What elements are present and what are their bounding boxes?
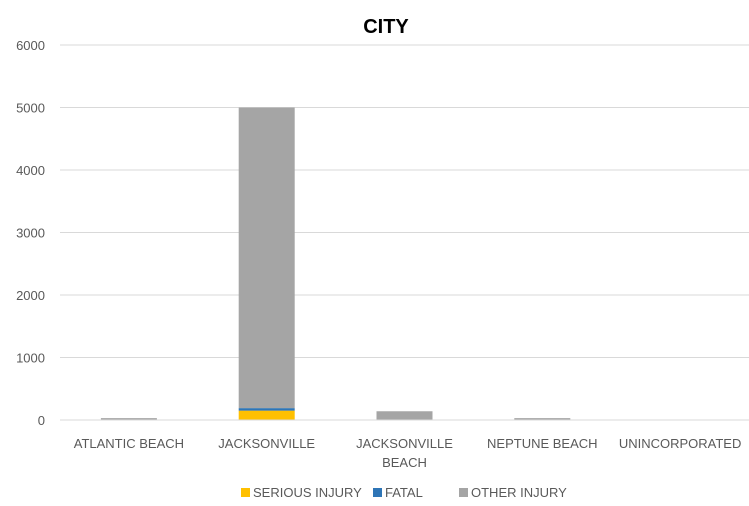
legend: SERIOUS INJURY FATAL OTHER INJURY — [241, 485, 567, 500]
x-tick-label: JACKSONVILLE — [218, 436, 315, 451]
legend-item-fatal: FATAL — [373, 485, 423, 500]
y-tick-label: 1000 — [16, 351, 45, 366]
y-tick-label: 0 — [38, 413, 45, 428]
y-tick-label: 2000 — [16, 288, 45, 303]
legend-item-serious-injury: SERIOUS INJURY — [241, 485, 362, 500]
y-axis: 0 1000 2000 3000 4000 5000 6000 — [16, 38, 45, 428]
x-tick-label: JACKSONVILLE — [356, 436, 453, 451]
bar-fatal-1 — [238, 408, 295, 411]
bar-other-injury-2 — [376, 411, 433, 420]
x-tick-label: BEACH — [382, 455, 427, 470]
legend-swatch — [241, 488, 250, 497]
bar-other-injury-3 — [514, 418, 571, 420]
legend-label: SERIOUS INJURY — [253, 485, 362, 500]
legend-label: FATAL — [385, 485, 423, 500]
legend-item-other-injury: OTHER INJURY — [459, 485, 567, 500]
bars — [100, 107, 709, 421]
legend-swatch — [373, 488, 382, 497]
x-tick-label: UNINCORPORATED — [619, 436, 742, 451]
y-tick-label: 4000 — [16, 163, 45, 178]
legend-swatch — [459, 488, 468, 497]
x-tick-label: NEPTUNE BEACH — [487, 436, 598, 451]
bar-other-injury-0 — [100, 418, 157, 420]
gridlines — [60, 44, 749, 421]
bar-serious-injury-1 — [238, 410, 295, 420]
legend-label: OTHER INJURY — [471, 485, 567, 500]
y-tick-label: 3000 — [16, 226, 45, 241]
bar-other-injury-1 — [238, 107, 295, 409]
x-tick-label: ATLANTIC BEACH — [74, 436, 184, 451]
y-tick-label: 5000 — [16, 101, 45, 116]
chart-title: CITY — [363, 16, 409, 38]
x-axis: ATLANTIC BEACH JACKSONVILLE JACKSONVILLE BE… — [60, 419, 749, 470]
y-tick-label: 6000 — [16, 38, 45, 53]
